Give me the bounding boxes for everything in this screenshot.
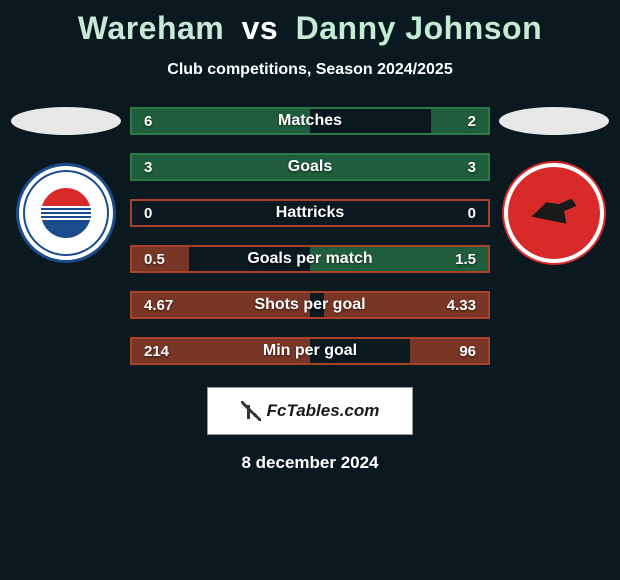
row-label: Min per goal [263,342,357,360]
stat-row: 0 Hattricks 0 [130,199,490,227]
row-label: Goals per match [247,250,372,268]
row-label: Goals [288,158,332,176]
main: 6 Matches 2 3 Goals 3 0 Hattricks 0 0.5 Goals per … [0,107,620,365]
stat-row: 6 Matches 2 [130,107,490,135]
date-label: 8 december 2024 [0,453,620,473]
stat-row: 4.67 Shots per goal 4.33 [130,291,490,319]
stat-row: 0.5 Goals per match 1.5 [130,245,490,273]
value-left: 3 [144,159,152,176]
chart-icon [241,401,261,421]
right-column [494,107,614,263]
value-left: 6 [144,113,152,130]
stat-row: 3 Goals 3 [130,153,490,181]
row-label: Matches [278,112,342,130]
stat-row: 214 Min per goal 96 [130,337,490,365]
value-left: 0 [144,205,152,222]
bar-right [431,109,488,133]
vs-text: vs [242,10,279,46]
stat-rows: 6 Matches 2 3 Goals 3 0 Hattricks 0 0.5 Goals per … [126,107,494,365]
club-badge-reading [16,163,116,263]
row-label: Hattricks [276,204,344,222]
page-title: Wareham vs Danny Johnson [0,10,620,47]
club-badge-walsall [504,163,604,263]
row-label: Shots per goal [254,296,365,314]
value-right: 3 [468,159,476,176]
header: Wareham vs Danny Johnson Club competitio… [0,0,620,79]
bar-left [132,155,310,179]
value-right: 0 [468,205,476,222]
value-right: 4.33 [447,297,476,314]
player2-name: Danny Johnson [296,10,543,46]
attribution-text: FcTables.com [267,401,380,421]
bar-right [410,339,488,363]
value-left: 214 [144,343,169,360]
subtitle: Club competitions, Season 2024/2025 [0,61,620,79]
value-right: 96 [459,343,476,360]
value-right: 2 [468,113,476,130]
left-column [6,107,126,263]
player1-ellipse [11,107,121,135]
value-right: 1.5 [455,251,476,268]
value-left: 0.5 [144,251,165,268]
player2-ellipse [499,107,609,135]
attribution-box: FcTables.com [207,387,413,435]
bar-right [310,155,488,179]
player1-name: Wareham [78,10,224,46]
value-left: 4.67 [144,297,173,314]
